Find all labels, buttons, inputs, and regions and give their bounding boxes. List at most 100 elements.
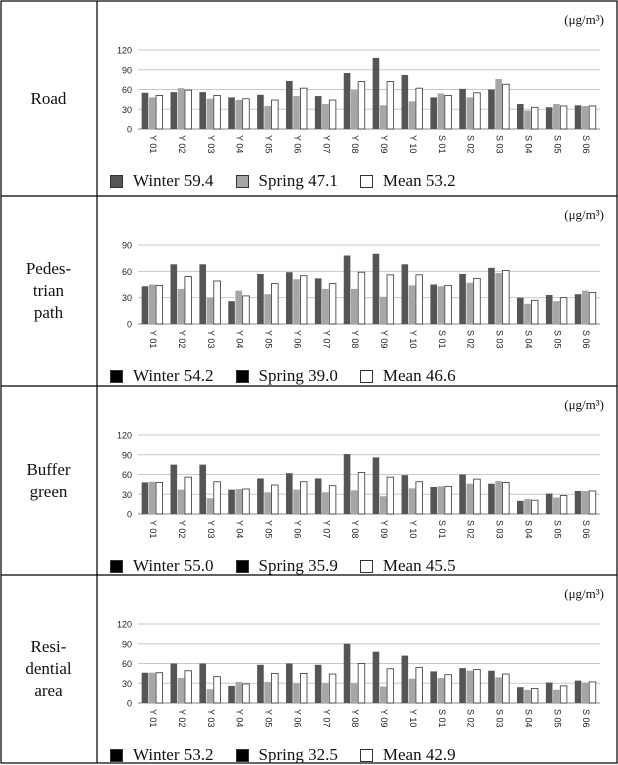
bar — [459, 474, 466, 514]
x-tick-label: Y 05 — [264, 330, 274, 348]
row-label-line: Resi- — [30, 637, 67, 656]
bar — [545, 682, 553, 703]
bar — [350, 683, 358, 703]
x-tick-label: S 02 — [466, 709, 476, 728]
y-tick-label: 60 — [122, 85, 132, 95]
y-tick-label: 30 — [122, 490, 132, 500]
bar — [372, 651, 380, 703]
bar — [444, 674, 452, 704]
row-label: Pedes-trian path — [0, 196, 97, 386]
bar — [271, 484, 279, 515]
bar — [581, 290, 589, 324]
bar — [574, 105, 582, 129]
bar — [386, 81, 395, 130]
bar — [379, 105, 387, 129]
bar — [517, 687, 524, 703]
bar — [488, 483, 495, 514]
bar — [199, 464, 206, 515]
x-tick-label: Y 05 — [264, 520, 274, 538]
bar — [574, 294, 582, 324]
x-tick-label: Y 08 — [350, 135, 360, 153]
legend-label: Mean 45.5 — [382, 556, 456, 575]
y-tick-label: 90 — [122, 639, 132, 649]
bar — [264, 105, 271, 129]
legend-swatch — [235, 369, 249, 383]
bar — [357, 663, 366, 704]
y-tick-label: 0 — [127, 699, 132, 709]
x-tick-label: S 05 — [552, 135, 562, 154]
x-tick-label: S 04 — [523, 330, 533, 349]
x-tick-label: Y 09 — [379, 520, 389, 538]
bar — [588, 105, 597, 130]
x-tick-label: Y 01 — [148, 330, 158, 348]
bar — [328, 673, 337, 704]
bar — [170, 92, 178, 129]
row-label-line: dential — [25, 659, 72, 678]
bar — [488, 670, 495, 703]
x-tick-label: Y 10 — [408, 135, 418, 153]
x-tick-label: Y 09 — [379, 709, 389, 727]
legend-item: Spring 39.0 — [235, 366, 338, 386]
legend-item: Spring 35.9 — [235, 556, 338, 576]
bar — [357, 271, 366, 325]
x-tick-label: Y 01 — [148, 520, 158, 538]
x-tick-label: Y 02 — [177, 330, 187, 348]
x-tick-label: S 06 — [581, 520, 591, 539]
row-label: Buffer green — [0, 386, 97, 575]
bar — [545, 493, 553, 514]
x-tick-label: Y 10 — [408, 709, 418, 727]
bar — [155, 672, 164, 704]
bar — [401, 475, 409, 514]
bar — [343, 643, 351, 703]
bar — [495, 273, 502, 324]
bar — [531, 299, 539, 325]
bar — [444, 284, 452, 325]
legend-label: Mean 53.2 — [382, 171, 456, 190]
bar — [155, 284, 164, 325]
bar — [141, 286, 149, 324]
bar — [257, 664, 264, 703]
bar — [430, 487, 437, 514]
x-tick-label: Y 05 — [264, 709, 274, 727]
x-tick-label: Y 10 — [408, 330, 418, 348]
x-tick-label: Y 02 — [177, 709, 187, 727]
bar — [264, 294, 271, 324]
bar — [488, 267, 495, 324]
bar — [155, 95, 164, 130]
bar — [401, 75, 409, 129]
bar — [199, 663, 206, 703]
bar — [148, 672, 156, 703]
bar — [531, 106, 539, 130]
legend-swatch — [359, 174, 373, 188]
legend-label: Winter 53.2 — [133, 745, 214, 764]
bar — [148, 284, 156, 324]
y-tick-label: 90 — [122, 241, 132, 251]
bar — [408, 678, 416, 703]
x-tick-label: Y 03 — [206, 330, 216, 348]
bar — [199, 264, 206, 324]
legend: Winter 54.2 Spring 39.0 Mean 46.6 — [110, 366, 478, 386]
y-tick-label: 0 — [127, 320, 132, 330]
legend-item: Spring 47.1 — [235, 171, 338, 191]
bar — [343, 73, 351, 129]
x-tick-label: Y 03 — [206, 135, 216, 153]
legend-label: Spring 47.1 — [258, 171, 338, 190]
bar — [430, 97, 437, 129]
x-tick-label: Y 08 — [350, 709, 360, 727]
bar — [177, 288, 185, 324]
bar — [502, 270, 510, 325]
x-tick-label: Y 06 — [292, 709, 302, 727]
bar — [379, 296, 387, 324]
y-tick-label: 60 — [122, 267, 132, 277]
bar — [314, 664, 322, 703]
bar — [372, 253, 380, 324]
legend-item: Winter 53.2 — [110, 745, 214, 765]
row-label-line: Road — [30, 88, 67, 108]
bar — [184, 89, 192, 130]
legend-item: Winter 54.2 — [110, 366, 214, 386]
bar — [177, 88, 185, 129]
bar — [473, 478, 481, 515]
bar — [372, 57, 380, 129]
